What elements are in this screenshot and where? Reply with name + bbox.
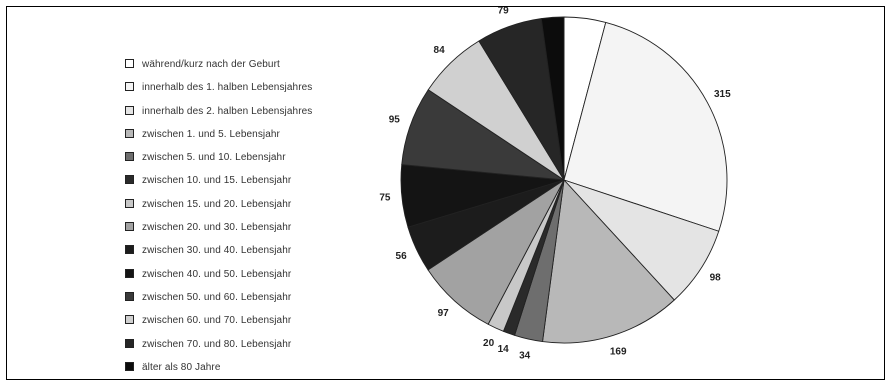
legend-item: zwischen 1. und 5. Lebensjahr [125, 123, 312, 146]
legend-label: zwischen 70. und 80. Lebensjahr [142, 338, 292, 350]
chart-frame: während/kurz nach der Geburt innerhalb de… [6, 6, 885, 380]
legend-label: älter als 80 Jahre [142, 361, 221, 373]
legend-label: zwischen 5. und 10. Lebensjahr [142, 152, 286, 164]
legend-label: zwischen 15. und 20. Lebensjahr [142, 198, 292, 210]
legend-item: zwischen 40. und 50. Lebensjahr [125, 263, 312, 286]
slice-value-label: 315 [714, 89, 731, 100]
legend-item: zwischen 30. und 40. Lebensjahr [125, 239, 312, 262]
legend-swatch [125, 175, 134, 185]
legend-item: zwischen 50. und 60. Lebensjahr [125, 286, 312, 309]
legend-item: zwischen 70. und 80. Lebensjahr [125, 333, 312, 356]
slice-value-label: 56 [396, 251, 408, 262]
legend-label: zwischen 30. und 40. Lebensjahr [142, 245, 292, 257]
legend-swatch [125, 222, 134, 232]
legend-label: innerhalb des 1. halben Lebensjahres [142, 82, 313, 94]
legend-label: zwischen 40. und 50. Lebensjahr [142, 268, 292, 280]
legend-swatch [125, 291, 134, 301]
legend-label: während/kurz nach der Geburt [142, 59, 280, 70]
slice-value-label: 95 [389, 115, 401, 126]
legend-swatch [125, 268, 134, 278]
slice-value-label: 79 [498, 7, 510, 16]
legend-item: während/kurz nach der Geburt [125, 53, 312, 76]
chart-legend: während/kurz nach der Geburt innerhalb de… [125, 53, 312, 379]
legend-item: innerhalb des 2. halben Lebensjahres [125, 100, 312, 123]
slice-value-label: 20 [483, 338, 495, 349]
legend-item: zwischen 60. und 70. Lebensjahr [125, 309, 312, 332]
legend-label: zwischen 50. und 60. Lebensjahr [142, 291, 292, 303]
slice-value-label: 75 [379, 193, 391, 204]
slice-value-label: 84 [434, 45, 446, 56]
slice-value-label: 98 [710, 272, 722, 283]
legend-label: zwischen 20. und 30. Lebensjahr [142, 222, 292, 234]
pie-chart: 503159816934142097567595847927 [379, 7, 731, 361]
legend-label: zwischen 1. und 5. Lebensjahr [142, 128, 280, 140]
legend-label: zwischen 60. und 70. Lebensjahr [142, 315, 292, 327]
legend-item: älter als 80 Jahre [125, 356, 312, 379]
slice-value-label: 14 [498, 344, 510, 355]
legend-swatch [125, 315, 134, 325]
legend-swatch [125, 128, 134, 138]
legend-label: innerhalb des 2. halben Lebensjahres [142, 105, 313, 117]
legend-swatch [125, 152, 134, 162]
pie-slice [540, 16, 565, 181]
legend-swatch [125, 198, 134, 208]
slice-value-label: 34 [519, 350, 531, 361]
legend-label: zwischen 10. und 15. Lebensjahr [142, 175, 292, 187]
pie-slice [542, 179, 675, 344]
legend-swatch [125, 245, 134, 255]
legend-item: zwischen 10. und 15. Lebensjahr [125, 169, 312, 192]
legend-swatch [125, 361, 134, 371]
legend-swatch [125, 105, 134, 115]
legend-item: zwischen 5. und 10. Lebensjahr [125, 146, 312, 169]
legend-item: zwischen 20. und 30. Lebensjahr [125, 216, 312, 239]
pie-slice [563, 21, 728, 232]
slice-value-label: 97 [438, 308, 450, 319]
legend-swatch [125, 338, 134, 348]
legend-swatch [125, 59, 134, 68]
legend-item: zwischen 15. und 20. Lebensjahr [125, 193, 312, 216]
legend-swatch [125, 82, 134, 92]
slice-value-label: 169 [610, 346, 627, 357]
legend-item: innerhalb des 1. halben Lebensjahres [125, 76, 312, 99]
